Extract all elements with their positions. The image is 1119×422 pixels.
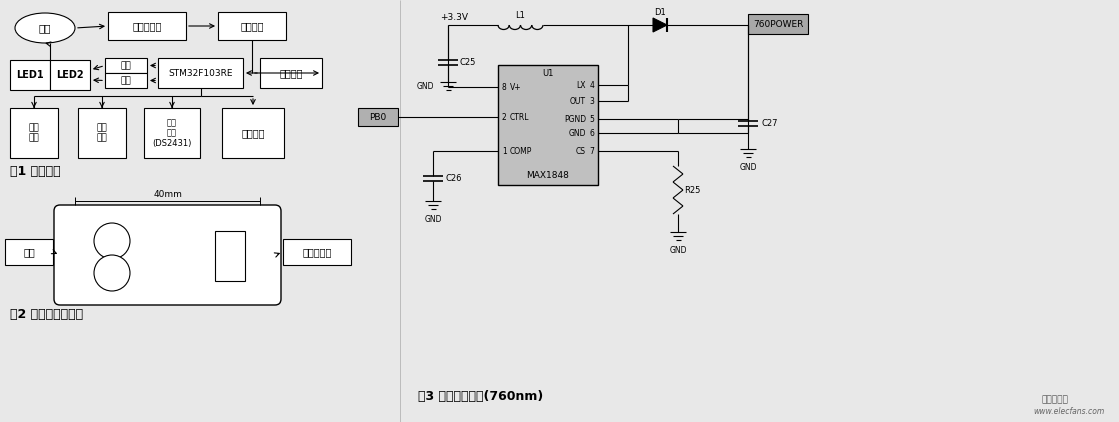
Text: 加密
模块
(DS2431): 加密 模块 (DS2431)	[152, 118, 191, 148]
Text: 4: 4	[589, 81, 594, 89]
Text: CTRL: CTRL	[510, 113, 529, 122]
Bar	[358, 108, 398, 126]
Text: 1: 1	[502, 146, 507, 155]
Bar	[218, 12, 286, 40]
Text: 40mm: 40mm	[153, 190, 182, 199]
Text: 前置放大: 前置放大	[241, 21, 264, 31]
Text: COMP: COMP	[510, 146, 533, 155]
Text: 7: 7	[589, 146, 594, 155]
Bar	[215, 231, 245, 281]
Text: 760POWER: 760POWER	[753, 19, 803, 29]
Text: LX: LX	[576, 81, 586, 89]
Bar	[50, 60, 90, 90]
Text: CS: CS	[576, 146, 586, 155]
Text: 显示
模块: 显示 模块	[96, 123, 107, 143]
Text: 光电探测器: 光电探测器	[132, 21, 161, 31]
Text: 工频陷波: 工频陷波	[280, 68, 303, 78]
Text: MAX1848: MAX1848	[527, 170, 570, 179]
Bar	[78, 108, 126, 158]
Text: 光源: 光源	[23, 247, 35, 257]
Text: 3: 3	[589, 97, 594, 106]
Ellipse shape	[15, 13, 75, 43]
Text: C27: C27	[762, 119, 779, 127]
Text: STM32F103RE: STM32F103RE	[168, 68, 233, 78]
Text: L1: L1	[516, 11, 526, 20]
Text: OUT: OUT	[570, 97, 586, 106]
Text: 图3 光源驱动电路(760nm): 图3 光源驱动电路(760nm)	[419, 390, 543, 403]
Text: C25: C25	[460, 57, 477, 67]
Bar	[109, 12, 186, 40]
Text: LED2: LED2	[56, 70, 84, 80]
Text: GND: GND	[424, 215, 442, 224]
Text: 光电传感器: 光电传感器	[302, 247, 331, 257]
Text: 5: 5	[589, 114, 594, 124]
Text: R25: R25	[684, 186, 700, 195]
Text: PB0: PB0	[369, 113, 387, 122]
Text: 图1 系统框图: 图1 系统框图	[10, 165, 60, 178]
Bar	[283, 239, 351, 265]
Bar	[260, 58, 322, 88]
Text: 图2 探头外部示意图: 图2 探头外部示意图	[10, 308, 83, 321]
Bar	[105, 73, 147, 88]
Bar	[144, 108, 200, 158]
FancyBboxPatch shape	[54, 205, 281, 305]
Text: LED1: LED1	[16, 70, 44, 80]
Text: +3.3V: +3.3V	[440, 13, 468, 22]
Bar	[10, 60, 50, 90]
Text: GND: GND	[740, 163, 756, 172]
Text: 2: 2	[502, 113, 507, 122]
Text: 驱动: 驱动	[121, 76, 131, 85]
Bar	[158, 58, 243, 88]
Text: 语音
模块: 语音 模块	[29, 123, 39, 143]
Text: PGND: PGND	[564, 114, 586, 124]
Circle shape	[94, 223, 130, 259]
Bar	[222, 108, 284, 158]
Text: GND: GND	[568, 129, 586, 138]
Text: 电源模块: 电源模块	[242, 128, 265, 138]
Text: U1: U1	[543, 68, 554, 78]
Text: 8: 8	[502, 82, 507, 92]
Circle shape	[94, 255, 130, 291]
Bar	[747, 14, 808, 34]
Text: 6: 6	[589, 129, 594, 138]
Text: 驱动: 驱动	[121, 61, 131, 70]
Text: 电子发烧友: 电子发烧友	[1042, 395, 1069, 405]
Bar	[498, 65, 598, 185]
Text: GND: GND	[669, 246, 687, 255]
Text: GND: GND	[416, 81, 434, 90]
Text: C26: C26	[445, 173, 461, 182]
Text: D1: D1	[655, 8, 666, 17]
Bar	[105, 58, 147, 73]
Bar	[10, 108, 58, 158]
Text: www.elecfans.com: www.elecfans.com	[1034, 408, 1104, 417]
Text: V+: V+	[510, 82, 521, 92]
Bar	[4, 239, 53, 265]
Text: 乳腺: 乳腺	[39, 23, 51, 33]
Polygon shape	[653, 18, 667, 32]
